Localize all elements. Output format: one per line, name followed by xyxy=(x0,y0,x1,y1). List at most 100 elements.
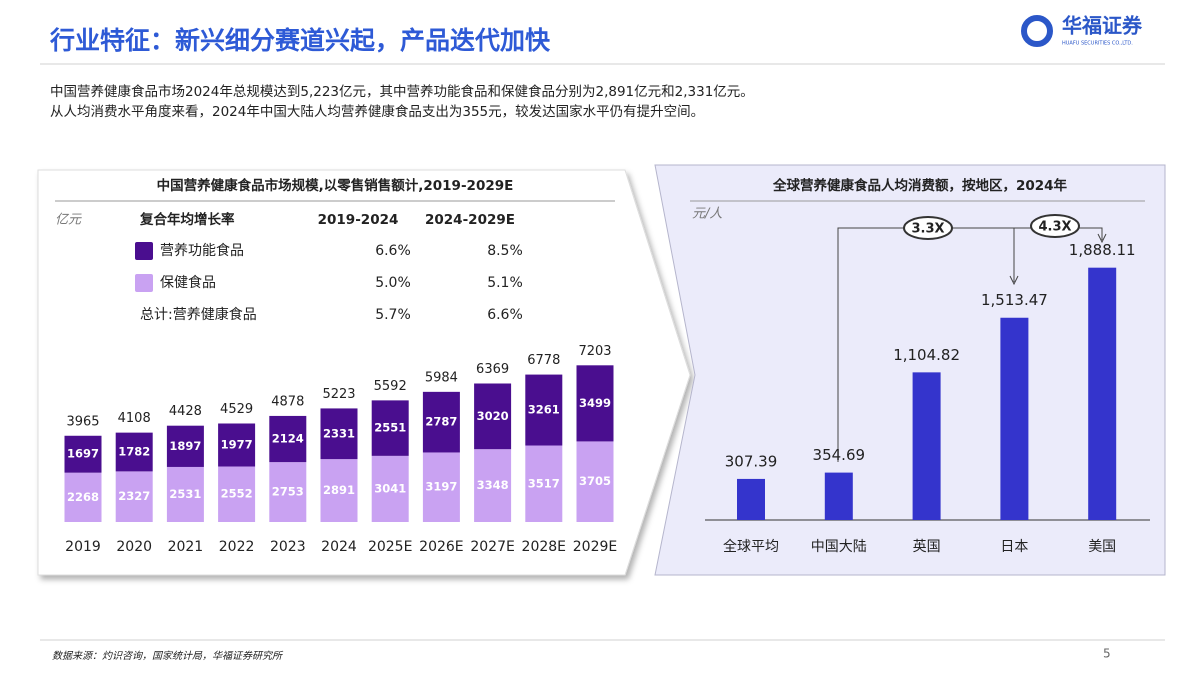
table-row-label: 总计:营养健康食品 xyxy=(140,306,257,323)
annotation-lines xyxy=(837,227,1107,462)
segment-label: 3517 xyxy=(528,476,560,490)
segment-label: 2268 xyxy=(67,490,99,504)
segment-label: 3041 xyxy=(374,481,406,495)
value-label: 1,513.47 xyxy=(981,291,1048,309)
chart-title: 中国营养健康食品市场规模,以零售销售额计,2019-2029E xyxy=(157,177,514,194)
x-tick-label: 日本 xyxy=(1000,539,1028,555)
total-label: 4108 xyxy=(118,411,151,426)
logo-mark xyxy=(1021,15,1053,47)
x-tick-label: 2021 xyxy=(168,539,204,555)
segment-label: 1977 xyxy=(221,437,253,451)
segment-label: 3020 xyxy=(477,409,509,423)
table-header: 复合年均增长率 xyxy=(139,211,235,228)
page-number: 5 xyxy=(1103,647,1111,661)
total-label: 6778 xyxy=(527,353,560,368)
segment-label: 3348 xyxy=(477,478,509,492)
segment-label: 2531 xyxy=(169,487,201,501)
bar xyxy=(824,472,853,520)
segment-label: 1697 xyxy=(67,447,99,461)
bar-segment xyxy=(64,435,102,473)
segment-label: 2552 xyxy=(221,487,253,501)
bar-segment xyxy=(525,374,563,446)
x-tick-label: 2026E xyxy=(419,539,463,555)
bar-segment xyxy=(115,432,153,472)
bar-segment xyxy=(218,423,256,467)
segment-label: 2331 xyxy=(323,426,355,440)
bar-segment xyxy=(269,462,307,522)
total-label: 5223 xyxy=(322,387,355,402)
bar-segment xyxy=(525,445,563,522)
table-header: 2024-2029E xyxy=(425,212,515,228)
x-tick-label: 全球平均 xyxy=(723,538,779,555)
segment-label: 2551 xyxy=(374,421,406,435)
bar xyxy=(1000,317,1029,520)
total-label: 4878 xyxy=(271,394,304,409)
segment-label: 3499 xyxy=(579,396,611,410)
chart-title: 全球营养健康食品人均消费额，按地区，2024年 xyxy=(772,177,1068,194)
bar xyxy=(912,372,941,520)
bar-segment xyxy=(371,400,409,456)
segment-label: 2787 xyxy=(425,415,457,429)
bar-segment xyxy=(422,452,460,522)
bar-segment xyxy=(474,449,512,522)
total-label: 4428 xyxy=(169,404,202,419)
x-tick-label: 2029E xyxy=(573,539,617,555)
legend-swatch xyxy=(135,274,153,292)
slide-title: 行业特征：新兴细分赛道兴起，产品迭代加快 xyxy=(49,26,551,55)
value-label: 1,888.11 xyxy=(1069,241,1136,259)
annotation-bubble xyxy=(903,216,953,240)
y-axis-label: 亿元 xyxy=(55,213,82,228)
table-cell: 5.7% xyxy=(375,307,411,323)
segment-label: 3261 xyxy=(528,403,560,417)
x-tick-label: 2023 xyxy=(270,539,306,555)
bar-segment xyxy=(320,459,358,522)
total-label: 4529 xyxy=(220,402,253,417)
segment-label: 2327 xyxy=(118,489,150,503)
table-cell: 5.0% xyxy=(375,275,411,291)
segment-label: 1897 xyxy=(169,439,201,453)
bar-segment xyxy=(576,441,614,522)
bar-segment xyxy=(166,466,204,522)
x-tick-label: 2022 xyxy=(219,539,255,555)
x-tick-label: 2019 xyxy=(65,539,101,555)
segment-label: 3705 xyxy=(579,474,611,488)
total-label: 3965 xyxy=(66,414,99,429)
x-tick-label: 中国大陆 xyxy=(811,539,867,555)
value-label: 307.39 xyxy=(725,452,778,470)
segment-label: 2124 xyxy=(272,432,304,446)
legend-swatch xyxy=(135,242,153,260)
x-tick-label: 英国 xyxy=(913,538,941,555)
x-tick-label: 2024 xyxy=(321,539,357,555)
value-label: 354.69 xyxy=(813,446,866,464)
annotation: 3.3X xyxy=(911,222,944,237)
total-label: 5592 xyxy=(374,379,407,394)
y-axis-label: 元/人 xyxy=(692,207,722,222)
legend-label: 营养功能食品 xyxy=(160,242,244,259)
bar xyxy=(737,478,765,520)
bar-segment xyxy=(64,472,102,522)
bar-segment xyxy=(320,408,358,460)
table-cell: 8.5% xyxy=(487,243,523,259)
total-label: 5984 xyxy=(425,370,458,385)
intro-line: 从人均消费水平角度来看，2024年中国大陆人均营养健康食品支出为355元，较发达… xyxy=(50,103,704,120)
table-cell: 6.6% xyxy=(487,307,523,323)
logo-sub: HUAFU SECURITIES CO.,LTD. xyxy=(1062,41,1133,47)
table-cell: 6.6% xyxy=(375,243,411,259)
table-cell: 5.1% xyxy=(487,275,523,291)
segment-label: 2891 xyxy=(323,483,355,497)
bar-segment xyxy=(422,391,460,453)
value-label: 1,104.82 xyxy=(893,346,960,364)
annotation: 4.3X xyxy=(1038,220,1071,235)
total-label: 7203 xyxy=(578,344,611,359)
bar-segment xyxy=(166,425,204,467)
bar-segment xyxy=(115,471,153,522)
x-tick-label: 美国 xyxy=(1088,539,1116,555)
annotation-bubble xyxy=(1030,214,1080,238)
x-tick-label: 2025E xyxy=(368,539,412,555)
bar-segment xyxy=(218,466,256,522)
bar-segment xyxy=(474,383,512,450)
intro-line: 中国营养健康食品市场2024年总规模达到5,223亿元，其中营养功能食品和保健食… xyxy=(50,83,754,100)
bar xyxy=(1088,267,1117,520)
logo: 华福证券 xyxy=(1062,14,1143,38)
